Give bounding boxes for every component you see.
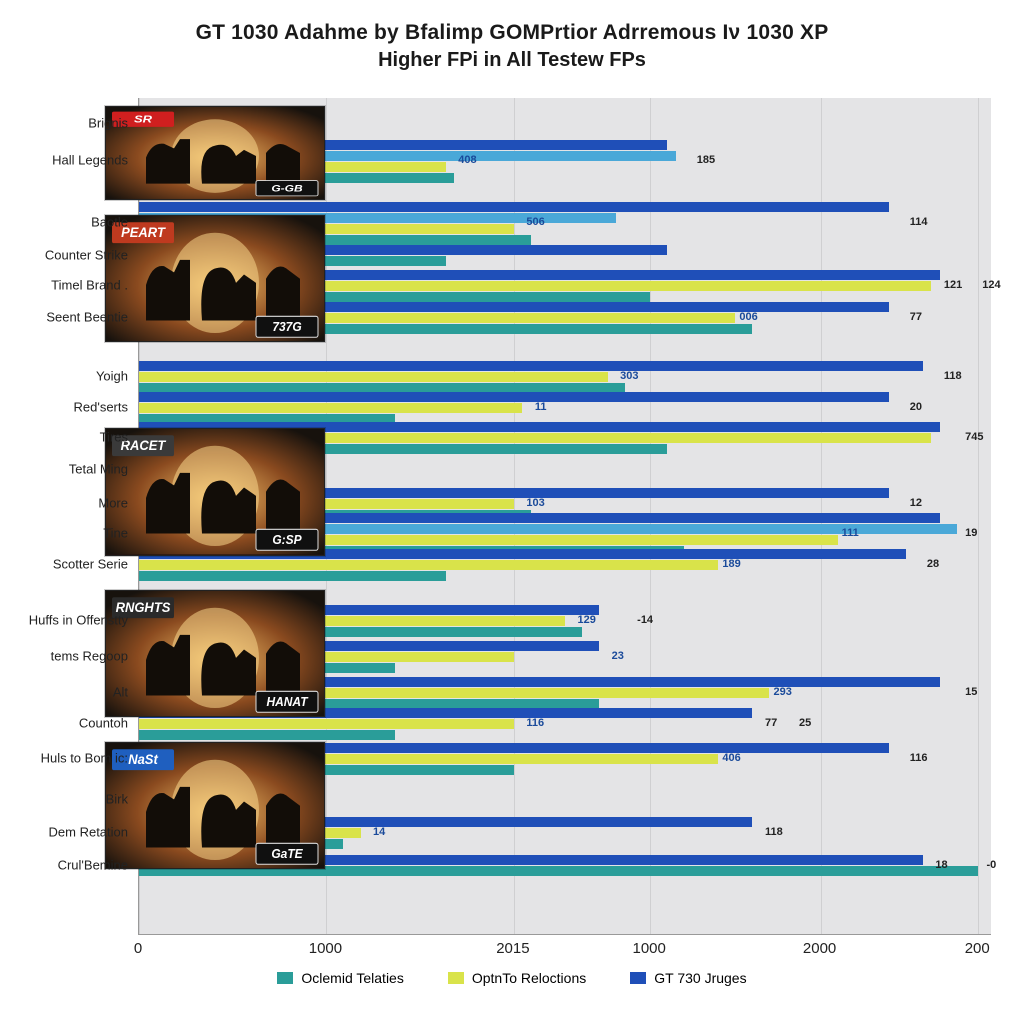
value-label: 129 — [578, 614, 596, 626]
bar-teal — [139, 383, 625, 393]
x-tick-label: 2015 — [496, 940, 529, 957]
bar-teal — [139, 730, 395, 740]
end-value-label: 25 — [799, 717, 811, 729]
category-label: Counter Strike — [20, 248, 128, 263]
legend-label: Oclemid Telaties — [301, 970, 403, 986]
bar-yellow — [139, 560, 718, 570]
game-thumbnail: NaStGaTE — [105, 742, 325, 869]
end-value-label: 185 — [697, 154, 715, 166]
value-label: 103 — [526, 497, 544, 509]
category-label: Baotle — [20, 214, 128, 229]
svg-text:737G: 737G — [272, 320, 302, 334]
x-tick-label: 200 — [965, 940, 990, 957]
plot-area: 4081855061141211240067730311811207451031… — [138, 98, 991, 935]
legend-item: GT 730 Jruges — [630, 970, 746, 986]
x-tick-label: 1000 — [309, 940, 342, 957]
bar-blue — [139, 202, 889, 212]
benchmark-chart: GT 1030 Adahme by Bfalimp GOMPrtior Adrr… — [22, 18, 1002, 1006]
legend-swatch — [630, 972, 646, 984]
category-label: Crul'Bemine — [20, 858, 128, 873]
legend-swatch — [448, 972, 464, 984]
value-label: 111 — [842, 527, 859, 539]
end-value-label: 77 — [910, 311, 922, 323]
value-label: 23 — [612, 650, 624, 662]
end-value-label: 745 — [965, 431, 983, 443]
game-thumbnail: RACETG:SP — [105, 428, 325, 555]
bar-yellow — [139, 719, 514, 729]
value-label: 14 — [373, 826, 385, 838]
chart-title-line2: Higher FPi in All Testew FPs — [22, 48, 1002, 73]
value-label: 303 — [620, 370, 638, 382]
category-label: Tetal Ming — [20, 462, 128, 477]
end-value-label: 15 — [965, 686, 977, 698]
bar-yellow — [139, 372, 608, 382]
legend-label: OptnTo Reloctions — [472, 970, 586, 986]
category-label: Dem Retation — [20, 825, 128, 840]
legend-swatch — [277, 972, 293, 984]
category-label: Seent Beentie — [20, 310, 128, 325]
category-label: Tine — [20, 525, 128, 540]
y-axis-labels: Brignis Hall Legends Baotle Counter Strike T… — [22, 98, 134, 934]
end-value-label: -14 — [637, 614, 653, 626]
game-thumbnail: PEART737G — [105, 215, 325, 342]
x-tick-label: 1000 — [633, 940, 666, 957]
category-label: Brignis — [20, 116, 128, 131]
end-value-label: -0 — [986, 859, 996, 871]
end-value-label: 19 — [965, 527, 977, 539]
value-label: 189 — [722, 558, 740, 570]
end-value-label: 121 — [944, 279, 962, 291]
x-tick-label: 0 — [134, 940, 142, 957]
svg-text:GaTE: GaTE — [271, 846, 303, 860]
category-label: Red'serts — [20, 400, 128, 415]
category-label: Timel Brand . — [20, 278, 128, 293]
category-label: Yoigh — [20, 368, 128, 383]
value-label: 116 — [526, 717, 544, 729]
category-label: More — [20, 495, 128, 510]
end-value-label: 118 — [765, 826, 783, 838]
legend-item: Oclemid Telaties — [277, 970, 403, 986]
value-label: 293 — [773, 686, 791, 698]
value-label: 506 — [526, 216, 544, 228]
end-value-label: 18 — [935, 859, 947, 871]
value-label: 006 — [739, 311, 757, 323]
end-value-label: 116 — [910, 752, 928, 764]
x-tick-label: 2000 — [803, 940, 836, 957]
category-label: Huffs in Offenstty — [20, 612, 128, 627]
category-label: Tires — [20, 430, 128, 445]
category-label: Scotter Serie — [20, 557, 128, 572]
legend-item: OptnTo Reloctions — [448, 970, 586, 986]
bar-yellow — [139, 403, 522, 413]
end-value-label: 77 — [765, 717, 777, 729]
chart-title: GT 1030 Adahme by Bfalimp GOMPrtior Adrr… — [22, 20, 1002, 73]
chart-title-line1: GT 1030 Adahme by Bfalimp GOMPrtior Adrr… — [22, 20, 1002, 46]
game-thumbnail: RNGHTSHANAT — [105, 590, 325, 717]
category-label: Huls to Bom ic: — [20, 751, 128, 766]
legend: Oclemid Telaties OptnTo Reloctions GT 730 … — [22, 970, 1002, 987]
end-value-label: 20 — [910, 401, 922, 413]
svg-text:HANAT: HANAT — [266, 694, 309, 708]
end-value-label: 124 — [982, 279, 1000, 291]
value-label: 408 — [458, 154, 476, 166]
category-label: Birk — [20, 791, 128, 806]
value-label: 11 — [535, 401, 547, 413]
game-thumbnail: SR G-GB — [105, 106, 325, 200]
gridline — [978, 98, 979, 934]
category-label: Countoh — [20, 716, 128, 731]
bar-teal — [139, 571, 446, 581]
bar-blue — [139, 392, 889, 402]
x-axis-labels: 01000201510002000200 — [138, 940, 990, 962]
category-label: Hall Legends — [20, 152, 128, 167]
svg-text:G-GB: G-GB — [271, 184, 303, 194]
svg-text:G:SP: G:SP — [272, 533, 302, 547]
bar-blue — [139, 361, 923, 371]
end-value-label: 118 — [944, 370, 962, 382]
end-value-label: 28 — [927, 558, 939, 570]
category-label: Alt — [20, 684, 128, 699]
legend-label: GT 730 Jruges — [654, 970, 746, 986]
end-value-label: 12 — [910, 497, 922, 509]
value-label: 406 — [722, 752, 740, 764]
end-value-label: 114 — [910, 216, 928, 228]
category-label: tems Regoop — [20, 649, 128, 664]
svg-text:SR: SR — [134, 115, 153, 125]
